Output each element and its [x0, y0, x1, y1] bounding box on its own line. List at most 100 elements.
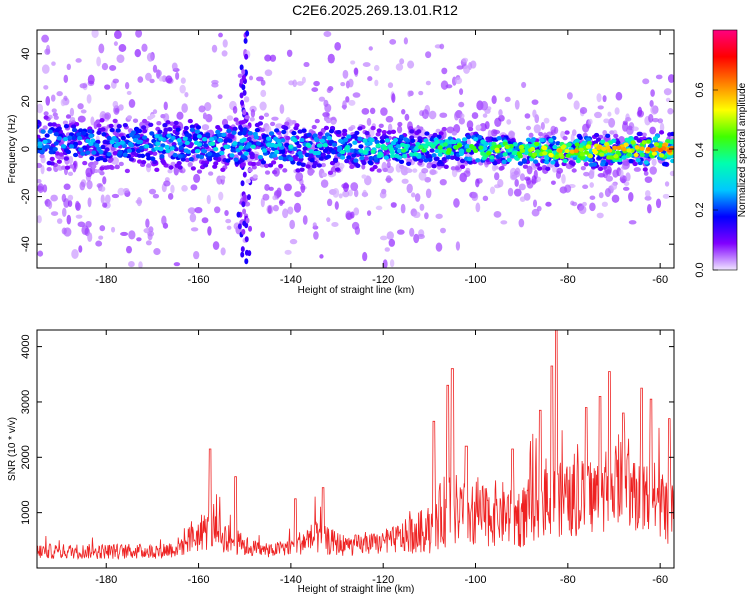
heatmap-cell	[340, 155, 346, 160]
heatmap-cell	[291, 130, 297, 136]
heatmap-cell	[44, 48, 51, 55]
heatmap-cell	[320, 162, 326, 168]
heatmap-cell	[438, 148, 444, 154]
heatmap-cell	[621, 147, 627, 152]
heatmap-cell	[192, 136, 199, 142]
heatmap-cell	[110, 146, 116, 152]
heatmap-cell	[207, 226, 212, 236]
heatmap-cell	[571, 168, 577, 173]
heatmap-cell	[238, 145, 244, 150]
heatmap-cell	[221, 118, 229, 127]
heatmap-cell	[409, 129, 415, 134]
heatmap-x-axis-label: Height of straight line (km)	[298, 285, 415, 296]
heatmap-cell	[106, 151, 112, 157]
heatmap-cell	[272, 204, 279, 212]
heatmap-cell	[418, 90, 424, 96]
heatmap-cell	[611, 182, 618, 190]
heatmap-cell	[392, 137, 399, 143]
heatmap-cell	[297, 129, 303, 134]
heatmap-cell	[540, 121, 545, 130]
heatmap-cell	[37, 124, 40, 130]
heatmap-cell	[264, 69, 273, 77]
heatmap-cell	[358, 148, 364, 154]
heatmap-cell	[284, 183, 292, 192]
heatmap-cell	[350, 182, 359, 192]
heatmap-cell	[362, 150, 368, 155]
heatmap-cell	[409, 227, 415, 237]
heatmap-cell	[600, 161, 606, 167]
heatmap-cell	[299, 137, 305, 143]
x-tick-label: -60	[652, 574, 668, 586]
heatmap-cell	[480, 100, 489, 111]
heatmap-cell	[136, 237, 142, 242]
heatmap-cell	[583, 171, 590, 177]
heatmap-cell	[464, 143, 471, 149]
heatmap-cell	[269, 54, 277, 62]
heatmap-cell	[163, 127, 169, 133]
heatmap-cell	[596, 93, 602, 103]
heatmap-cell	[670, 131, 674, 137]
heatmap-cell	[250, 108, 256, 118]
heatmap-cell	[218, 32, 223, 38]
heatmap-cell	[170, 161, 176, 167]
heatmap-cell	[175, 71, 180, 80]
heatmap-cell	[561, 174, 566, 184]
heatmap-cell	[160, 114, 166, 119]
heatmap-cell	[521, 158, 528, 163]
heatmap-cell	[128, 157, 135, 162]
heatmap-cell	[37, 183, 44, 194]
heatmap-cell	[96, 146, 102, 152]
heatmap-cell	[521, 153, 528, 159]
heatmap-cell	[669, 170, 674, 177]
heatmap-cell	[242, 194, 247, 201]
heatmap-cell	[633, 167, 642, 172]
heatmap-cell	[368, 155, 374, 161]
colorbar-tick-label: 0.0	[694, 262, 706, 277]
heatmap-cell	[282, 157, 288, 162]
heatmap-cell	[407, 60, 415, 69]
heatmap-cell	[294, 191, 302, 198]
heatmap-cell	[649, 99, 654, 108]
heatmap-cell	[475, 158, 481, 163]
heatmap-cell	[596, 212, 604, 219]
heatmap-cell	[658, 153, 665, 158]
heatmap-cell	[152, 64, 158, 73]
heatmap-cell	[257, 154, 264, 160]
heatmap-cell	[152, 159, 158, 165]
heatmap-cell	[492, 129, 501, 135]
heatmap-cell	[190, 227, 199, 232]
heatmap-cell	[264, 184, 270, 191]
heatmap-cell	[200, 148, 207, 153]
heatmap-cell	[406, 183, 413, 194]
heatmap-cell	[508, 143, 514, 149]
heatmap-cell	[217, 137, 223, 143]
heatmap-cell	[271, 160, 277, 165]
heatmap-cell	[240, 246, 245, 253]
heatmap-cell	[254, 153, 260, 161]
heatmap-cell	[289, 219, 296, 230]
heatmap-cell	[502, 141, 508, 146]
heatmap-cell	[565, 153, 571, 158]
heatmap-cell	[213, 146, 219, 152]
heatmap-cell	[62, 136, 69, 142]
heatmap-cell	[198, 154, 205, 160]
heatmap-cell	[239, 92, 244, 99]
heatmap-cell	[263, 163, 270, 168]
heatmap-cell	[494, 172, 500, 181]
heatmap-cell	[442, 142, 448, 147]
heatmap-cell	[104, 194, 111, 204]
heatmap-cell	[68, 144, 75, 149]
heatmap-cell	[176, 137, 182, 143]
heatmap-cell	[134, 134, 141, 139]
heatmap-cell	[148, 188, 157, 195]
heatmap-cell	[243, 151, 249, 156]
heatmap-cell	[406, 161, 412, 166]
heatmap-cell	[240, 162, 246, 167]
heatmap-cell	[615, 91, 623, 101]
heatmap-cell	[77, 140, 83, 146]
heatmap-cell	[659, 122, 665, 132]
heatmap-cell	[127, 141, 134, 147]
heatmap-cell	[99, 185, 106, 192]
heatmap-cell	[467, 156, 473, 162]
heatmap-cell	[275, 123, 283, 129]
